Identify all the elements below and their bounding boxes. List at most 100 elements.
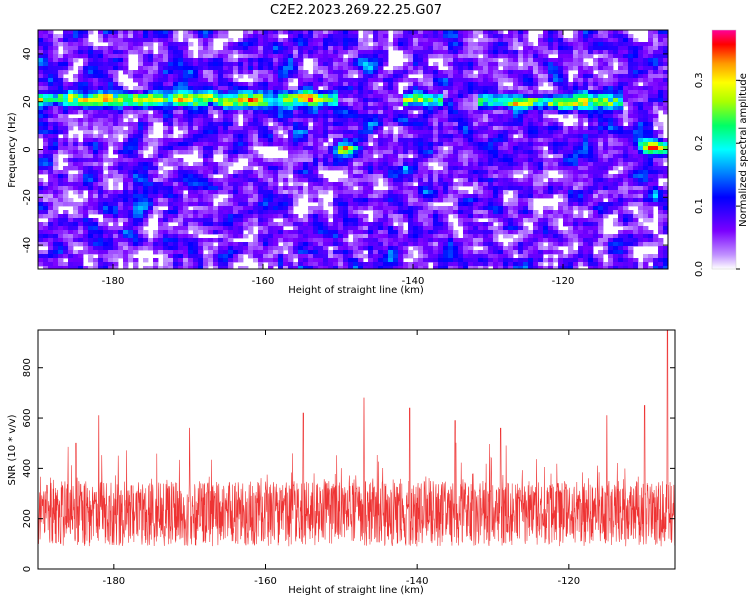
heat-cell-569 [93,50,99,55]
heat-cell-948 [278,62,284,67]
heat-cell-3247 [513,138,519,143]
heat-cell-281 [423,38,429,43]
heat-cell-4382 [428,178,434,183]
heat-cell-3194 [243,138,249,143]
heat-cell-3539 [163,150,169,155]
heat-cell-2897 [503,126,509,131]
heat-cell-2720 [173,122,179,127]
heat-cell-1337 [528,74,534,79]
heat-cell-4568 [168,186,174,191]
heat-cell-638 [463,50,469,55]
heat-cell-4335 [178,178,184,183]
heat-cell-4318 [88,178,94,183]
heat-cell-3535 [133,150,139,155]
heat-cell-288 [458,38,464,43]
heat-cell-3801 [393,158,399,163]
heat-cell-486 [293,46,299,51]
heat-cell-1108 [548,66,554,71]
heat-cell-49 [318,30,324,35]
heat-cell-428 [598,42,604,47]
heat-cell-1622 [183,86,189,91]
heat-cell-2952 [198,130,204,135]
heat-cell-2041 [418,98,424,103]
figure-title: C2E2.2023.269.22.25.G07 [270,3,442,18]
heat-cell-3281 [58,142,64,147]
heat-cell-3058 [138,134,144,139]
heat-cell-4847 [413,194,419,199]
heat-cell-1440 [463,78,469,83]
heat-cell-3961 [613,162,619,167]
heat-cell-1433 [428,78,434,83]
heat-cell-2592 [108,118,114,123]
heat-cell-2207 [618,102,624,107]
heat-cell-2285 [378,106,384,111]
heat-cell-232 [138,38,144,43]
heat-cell-1089 [448,66,454,71]
heat-cell-4350 [253,178,259,183]
heat-cell-4058 [518,166,524,171]
heat-cell-722 [273,54,279,59]
heat-cell-2906 [548,126,554,131]
heat-cell-264 [333,38,339,43]
heat-cell-1826 [603,90,609,95]
heat-cell-491 [318,46,324,51]
heat-cell-4887 [628,194,634,199]
heat-cell-2566 [598,114,604,119]
heat-cell-4171 [508,170,514,175]
heat-cell-3398 [653,142,659,147]
heat-cell-3593 [468,150,474,155]
heat-cell-3348 [403,142,409,147]
heat-cell-4424 [648,178,654,183]
heat-cell-826 [218,58,224,63]
heat-cell-1470 [618,78,624,83]
heat-cell-3613 [568,150,574,155]
heat-cell-4073 [593,166,599,171]
heat-cell-439 [653,42,659,47]
heat-cell-921 [143,62,149,67]
heat-cell-833 [253,58,259,63]
heat-cell-1490 [88,82,94,87]
heat-cell-4542 [653,182,659,187]
heat-cell-88 [543,30,549,35]
heat-cell-3723 [588,154,594,159]
heat-cell-2269 [298,106,304,111]
heat-cell-1778 [358,90,364,95]
heat-cell-4061 [533,166,539,171]
heat-cell-655 [548,50,554,55]
heat-cell-3756 [128,158,134,163]
heat-cell-3886 [213,162,219,167]
heat-cell-3900 [298,162,304,167]
heat-cell-1296 [303,74,309,79]
heat-cell-4435 [83,182,89,187]
heat-cell-3432 [208,146,214,151]
heat-cell-2100 [83,102,89,107]
heat-cell-1669 [428,86,434,91]
heat-cell-3021 [553,130,559,135]
heat-cell-2921 [623,126,629,131]
heat-cell-1844 [63,94,69,99]
heat-cell-4486 [363,182,369,187]
heat-cell-306 [563,38,569,43]
heat-cell-2160 [383,102,389,107]
heat-cell-1140 [93,70,99,75]
heat-cell-4949 [348,198,354,203]
heat-cell-4266 [428,174,434,179]
heat-cell-2183 [498,102,504,107]
heat-cell-526 [498,46,504,51]
heat-cell-1652 [338,86,344,91]
heat-cell-2615 [233,118,239,123]
heat-cell-2278 [343,106,349,111]
heat-cell-1761 [273,90,279,95]
heat-cell-850 [348,58,354,63]
heat-cell-1874 [213,94,219,99]
heat-cell-3915 [373,162,379,167]
heat-cell-4011 [273,166,279,171]
heat-cell-2011 [268,98,274,103]
heat-cell-431 [613,42,619,47]
heat-cell-558 [663,46,668,51]
heat-cell-341 [133,42,139,47]
heat-cell-4131 [283,170,289,175]
heat-cell-2814 [53,126,59,131]
heat-cell-2194 [553,102,559,107]
heat-cell-687 [78,54,84,59]
